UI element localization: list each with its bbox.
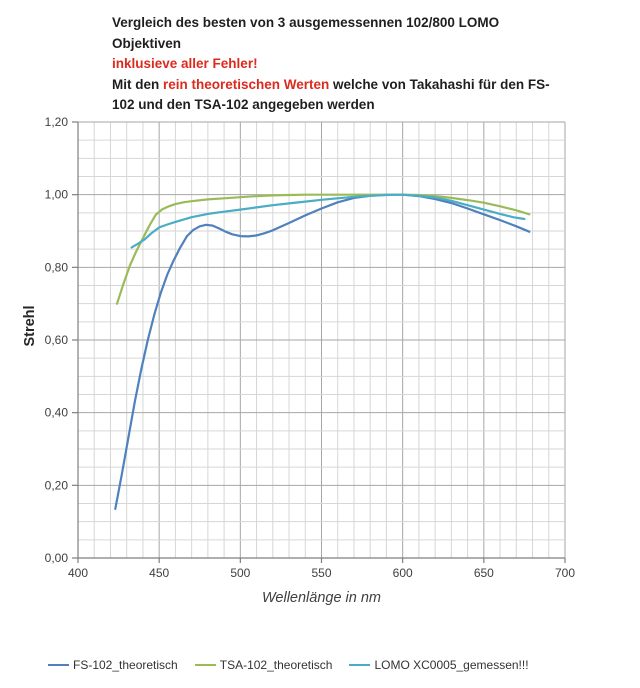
x-tick-label: 650 <box>474 566 494 580</box>
series-line-LOMO XC0005_gemessen!!! <box>130 193 526 249</box>
legend-label: FS-102_theoretisch <box>73 658 178 672</box>
x-tick-label: 450 <box>149 566 169 580</box>
chart-title-line4-red: rein theoretischen Werten <box>163 76 330 92</box>
x-tick-label: 400 <box>68 566 88 580</box>
legend-marker-line-icon <box>194 663 216 667</box>
x-axis-title: Wellenlänge in nm <box>261 590 382 606</box>
legend-item: LOMO XC0005_gemessen!!! <box>349 658 529 672</box>
chart-title-line2: Objektiven <box>112 35 182 51</box>
legend-marker-line-icon <box>349 663 371 667</box>
x-tick-label: 700 <box>555 566 575 580</box>
strehl-chart-svg: 0,00 0,20 0,40 0,60 0,80 1,00 1,20 400 450 500 550… <box>45 115 576 580</box>
chart-title-line4: Mit den rein theoretischen Werten welche… <box>112 75 602 96</box>
y-axis-title: Strehl <box>22 305 38 347</box>
series-line-TSA-102_theoretisch <box>115 193 531 305</box>
x-tick-label: 500 <box>230 566 250 580</box>
chart-title-line5: 102 und den TSA-102 angegeben werden <box>112 97 375 112</box>
chart-title-line1: Vergleich des besten von 3 ausgemessenne… <box>112 15 500 30</box>
chart-title-line4-part2: welche von Takahashi für den FS- <box>329 76 550 92</box>
y-tick-label: 1,00 <box>45 188 69 202</box>
y-tick-label: 0,00 <box>45 551 69 565</box>
legend-item: TSA-102_theoretisch <box>194 658 333 672</box>
y-tick-label: 0,20 <box>45 478 69 492</box>
y-tick-label: 0,40 <box>45 406 69 420</box>
chart-title-line3-red: inklusieve aller Fehler! <box>112 56 258 71</box>
chart-title-line4-part1: Mit den <box>112 76 163 92</box>
chart-title-block: Vergleich des besten von 3 ausgemessenne… <box>112 13 602 116</box>
legend-label: TSA-102_theoretisch <box>219 658 333 672</box>
y-tick-label: 0,80 <box>45 260 69 274</box>
legend-marker-line-icon <box>48 663 69 667</box>
legend-item: FS-102_theoretisch <box>48 658 178 672</box>
legend: FS-102_theoretisch TSA-102_theoretisch LOM… <box>48 658 608 672</box>
x-tick-label: 600 <box>393 566 413 580</box>
y-tick-label: 1,20 <box>45 115 69 129</box>
legend-label: LOMO XC0005_gemessen!!! <box>374 658 529 672</box>
y-tick-label: 0,60 <box>45 333 69 347</box>
x-tick-label: 550 <box>311 566 331 580</box>
